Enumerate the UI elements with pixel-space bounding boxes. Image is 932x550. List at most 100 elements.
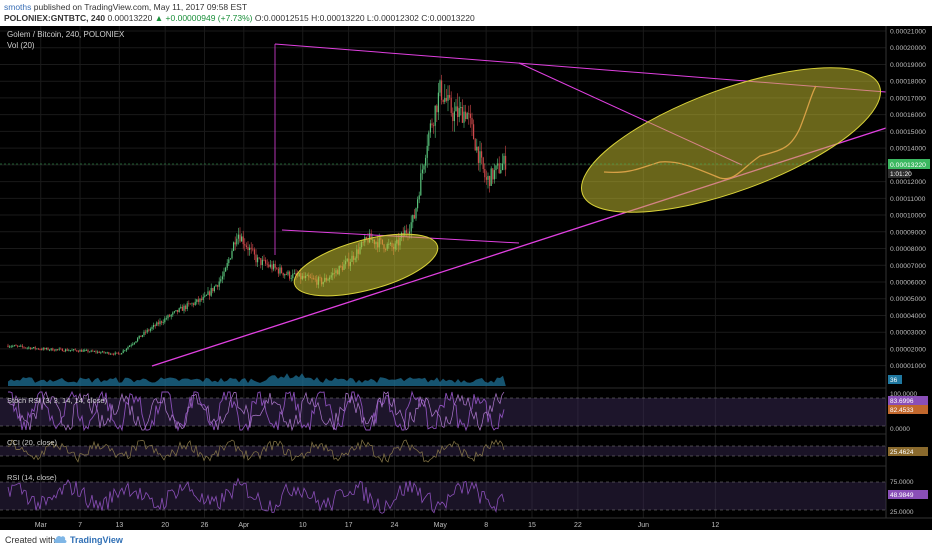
candle-body <box>7 345 9 348</box>
candle-body <box>471 117 473 125</box>
candle-body <box>210 288 212 296</box>
time-axis[interactable]: Mar 7 13 20 26 Apr 10 17 24 May 8 15 22 Jun 12 <box>35 522 720 529</box>
candle-body <box>148 329 150 331</box>
last-price: 0.00013220 <box>107 13 153 23</box>
chart-canvas[interactable]: 0.00021000 0.00020000 0.00019000 0.00018000… <box>0 26 932 530</box>
price-tick-label: 0.00005000 <box>890 296 926 303</box>
candle-body <box>293 273 295 274</box>
candle-body <box>21 345 23 347</box>
candle-body <box>266 263 268 265</box>
candle-body <box>279 267 281 274</box>
rsi-25-label: 25.0000 <box>890 509 914 516</box>
candle-body <box>167 315 169 319</box>
candle-body <box>253 249 255 255</box>
candle-body <box>90 350 92 352</box>
candle-body <box>421 169 423 174</box>
stoch-k-line <box>8 390 505 432</box>
candle-body <box>442 99 444 102</box>
volume-fill <box>8 373 506 386</box>
author-link[interactable]: smoths <box>4 2 32 12</box>
candle-body <box>231 250 233 259</box>
candle-body <box>196 299 198 302</box>
candle-body <box>173 311 175 313</box>
candle-body <box>273 263 275 270</box>
candle-body <box>241 236 243 242</box>
candle-body <box>109 353 111 355</box>
candle-body <box>236 238 238 245</box>
candle-body <box>269 264 271 267</box>
consolidation-ellipse[interactable] <box>288 222 444 309</box>
candle-body <box>175 310 177 312</box>
candle-body <box>365 237 367 239</box>
candle-body <box>292 273 294 279</box>
candle-body <box>258 257 260 259</box>
countdown-badge <box>888 169 910 178</box>
rsi-line <box>7 477 505 514</box>
candle-body <box>447 95 449 101</box>
candle-body <box>233 242 235 251</box>
candle-body <box>413 214 415 219</box>
price-tick-label: 0.00011000 <box>890 196 926 203</box>
grid <box>0 26 886 518</box>
rsi-badge <box>888 490 928 499</box>
candle-body <box>177 310 179 312</box>
candle-body <box>476 146 478 151</box>
candle-body <box>289 271 291 279</box>
cci-line <box>7 439 505 463</box>
candle-body <box>245 245 247 248</box>
price-tick-label: 0.00021000 <box>890 29 926 36</box>
candle-body <box>221 276 223 280</box>
candle-body <box>23 346 25 348</box>
tradingview-brand[interactable]: TradingView <box>70 535 123 545</box>
candle-body <box>436 105 438 113</box>
candle-body <box>242 236 244 245</box>
candle-body <box>39 349 41 351</box>
change-arrow-icon: ▲ <box>154 13 164 23</box>
price-tick-label: 0.00001000 <box>890 363 926 370</box>
candle-body <box>106 352 108 354</box>
candle-body <box>183 305 185 311</box>
candle-body <box>434 105 436 126</box>
price-axis[interactable]: 0.00021000 0.00020000 0.00019000 0.00018000… <box>890 29 926 371</box>
candle-body <box>197 299 199 302</box>
candle-body <box>140 335 142 337</box>
candle-body <box>201 298 203 300</box>
candle-body <box>57 349 59 351</box>
candle-body <box>497 163 499 166</box>
candle-body <box>81 350 83 352</box>
candle-body <box>98 351 100 353</box>
candle-body <box>247 247 249 251</box>
candle-body <box>20 345 22 347</box>
candle-body <box>220 279 222 282</box>
candle-body <box>484 169 486 178</box>
candle-body <box>28 347 30 349</box>
candle-body <box>428 132 430 146</box>
candle-body <box>505 155 507 170</box>
candle-body <box>194 301 196 305</box>
candle-body <box>458 108 460 117</box>
candle-body <box>250 247 252 249</box>
cci-value: 25.4624 <box>890 449 914 456</box>
time-tick-label: 13 <box>115 522 123 529</box>
candle-body <box>55 349 57 351</box>
stoch-100-label: 100.0000 <box>890 391 917 398</box>
candle-body <box>68 350 70 352</box>
candle-body <box>468 113 470 114</box>
projection-ellipse[interactable] <box>565 38 897 242</box>
candle-body <box>276 267 278 269</box>
chart-header: smoths published on TradingView.com, May… <box>0 0 932 26</box>
price-change: +0.00000949 (+7.73%) <box>165 13 253 23</box>
price-tick-label: 0.00012000 <box>890 179 926 186</box>
candle-body <box>477 146 479 163</box>
stoch-k-value: 83.6996 <box>890 398 914 405</box>
candle-body <box>119 353 121 355</box>
current-price-badge <box>888 159 930 169</box>
candle-body <box>130 344 132 346</box>
published-text: published on TradingView.com, May 11, 20… <box>33 2 248 12</box>
candle-body <box>425 157 427 166</box>
candle-body <box>226 263 228 268</box>
candle-body <box>225 267 227 272</box>
candle-body <box>239 234 241 242</box>
candle-body <box>85 350 87 351</box>
candle-body <box>290 278 292 279</box>
